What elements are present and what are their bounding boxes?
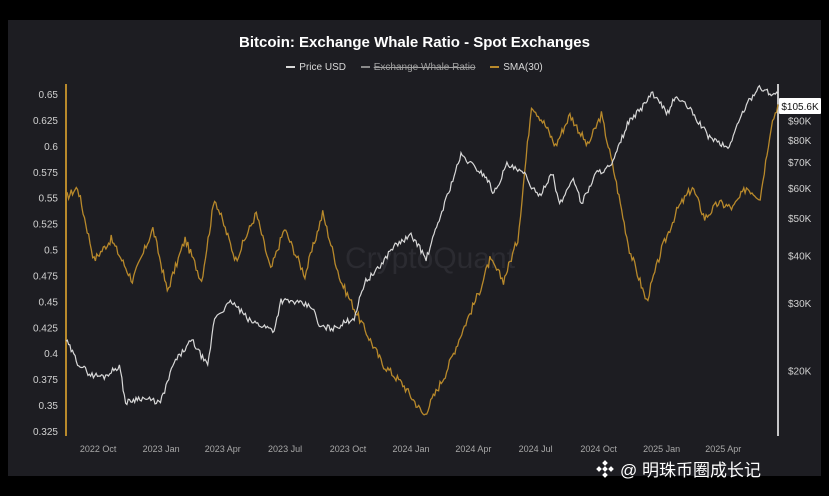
x-tick-label: 2025 Jan bbox=[643, 444, 680, 454]
current-price-badge: $105.6K bbox=[779, 98, 821, 114]
price-badge-bg bbox=[779, 98, 821, 114]
right-tick-label: $70K bbox=[788, 158, 812, 169]
binance-logo-icon bbox=[596, 459, 614, 478]
author-watermark: @ 明珠币圈成长记 bbox=[596, 456, 761, 481]
legend-swatch-price bbox=[286, 66, 296, 68]
left-tick-label: 0.55 bbox=[39, 194, 59, 205]
series-line-price bbox=[65, 84, 779, 406]
left-tick-label: 0.325 bbox=[33, 427, 58, 438]
chart-legend: Price USD Exchange Whale Ratio SMA(30) bbox=[8, 60, 821, 73]
x-tick-label: 2024 Oct bbox=[580, 444, 617, 454]
left-tick-label: 0.4 bbox=[44, 349, 58, 360]
x-tick-label: 2023 Oct bbox=[330, 444, 367, 454]
x-tick-label: 2024 Apr bbox=[455, 444, 491, 454]
chart-title: Bitcoin: Exchange Whale Ratio - Spot Exc… bbox=[239, 34, 590, 51]
right-axis-ticks: $100K$90K$80K$70K$60K$50K$40K$30K$20K bbox=[788, 99, 817, 378]
series-line-sma bbox=[65, 104, 779, 416]
left-tick-label: 0.65 bbox=[39, 90, 59, 101]
x-tick-label: 2025 Apr bbox=[705, 444, 741, 454]
chart-panel: Bitcoin: Exchange Whale Ratio - Spot Exc… bbox=[8, 20, 821, 476]
legend-item-price[interactable]: Price USD bbox=[286, 62, 346, 73]
legend-swatch-sma bbox=[490, 66, 500, 68]
left-tick-label: 0.475 bbox=[33, 271, 58, 282]
left-tick-label: 0.6 bbox=[44, 142, 58, 153]
left-tick-label: 0.525 bbox=[33, 220, 58, 231]
right-tick-label: $90K bbox=[788, 116, 812, 127]
x-tick-label: 2024 Jul bbox=[519, 444, 553, 454]
legend-label-sma: SMA(30) bbox=[503, 61, 543, 73]
left-tick-label: 0.625 bbox=[33, 116, 58, 127]
x-tick-label: 2024 Jan bbox=[393, 444, 430, 454]
left-tick-label: 0.425 bbox=[33, 323, 58, 334]
left-tick-label: 0.575 bbox=[33, 168, 58, 179]
x-tick-label: 2023 Jul bbox=[268, 444, 302, 454]
right-tick-label: $30K bbox=[788, 299, 812, 310]
legend-label-whale-ratio: Exchange Whale Ratio bbox=[373, 61, 476, 73]
x-tick-label: 2022 Oct bbox=[80, 444, 117, 454]
right-tick-label: $60K bbox=[788, 184, 812, 195]
x-tick-label: 2023 Jan bbox=[143, 444, 180, 454]
legend-label-price: Price USD bbox=[299, 61, 346, 73]
x-tick-label: 2023 Apr bbox=[205, 444, 241, 454]
left-tick-label: 0.5 bbox=[44, 246, 58, 257]
right-tick-label: $50K bbox=[788, 214, 812, 225]
legend-swatch-whale-ratio bbox=[360, 66, 370, 68]
left-tick-label: 0.375 bbox=[33, 375, 58, 386]
watermark-text: @ 明珠币圈成长记 bbox=[620, 461, 761, 480]
legend-item-whale-ratio[interactable]: Exchange Whale Ratio bbox=[360, 61, 476, 73]
left-tick-label: 0.35 bbox=[39, 401, 59, 412]
legend-item-sma[interactable]: SMA(30) bbox=[490, 61, 543, 73]
left-axis-ticks: 0.65 0.625 0.6 0.575 0.55 0.525 0.5 0.475 0.45 0.… bbox=[33, 90, 58, 438]
price-badge-label: $105.6K bbox=[781, 102, 819, 113]
right-tick-label: $20K bbox=[788, 367, 812, 378]
x-axis-ticks: 2022 Oct 2023 Jan 2023 Apr 2023 Jul 2023 Oct… bbox=[80, 444, 741, 454]
left-tick-label: 0.45 bbox=[39, 297, 59, 308]
right-tick-label: $80K bbox=[788, 136, 812, 147]
right-tick-label: $40K bbox=[788, 251, 812, 262]
